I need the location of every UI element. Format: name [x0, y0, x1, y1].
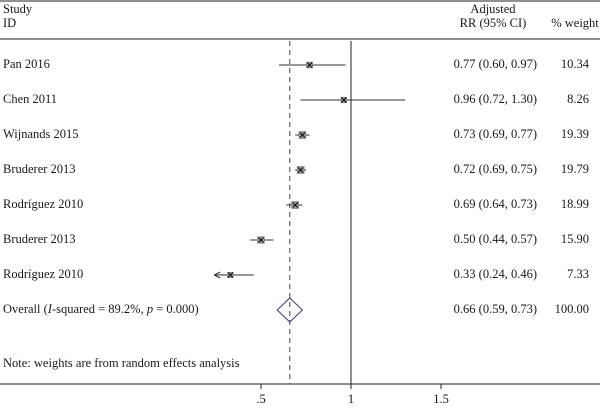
rr-ci-text: 0.33 (0.24, 0.46) [453, 267, 537, 281]
overall-label-part: Overall ( [3, 302, 48, 316]
overall-label-part: -squared = 89.2%, [51, 302, 147, 316]
weight-value: 15.90 [560, 232, 589, 246]
point-estimate [340, 97, 347, 103]
ci-arrow-left [213, 271, 221, 279]
weight-value: 10.34 [560, 57, 589, 71]
rr-ci-text: 0.77 (0.60, 0.97) [453, 57, 537, 71]
rr-ci-text: 0.73 (0.69, 0.77) [453, 127, 537, 141]
rr-header-line2: RR (95% CI) [459, 16, 527, 30]
study-header-line2: ID [3, 16, 17, 30]
x-tick-label: 1 [347, 392, 355, 406]
weight-value: 7.33 [567, 267, 589, 281]
overall-label-part: p [146, 302, 154, 316]
weight-value: 19.79 [560, 162, 589, 176]
weight-value: 19.39 [560, 127, 589, 141]
rr-ci-text: 0.50 (0.44, 0.57) [453, 232, 537, 246]
overall-label-part: I [47, 302, 52, 316]
rr-header-line1: Adjusted [470, 2, 516, 16]
x-tick-label: .5 [256, 392, 266, 406]
point-estimate [258, 237, 264, 243]
x-tick-label: 1.5 [433, 392, 449, 406]
point-estimate [306, 62, 313, 68]
study-label: Bruderer 2013 [3, 232, 76, 246]
weight-header: % weight [551, 16, 599, 30]
overall-diamond [276, 297, 304, 323]
study-label: Bruderer 2013 [3, 162, 76, 176]
study-label: Pan 2016 [3, 57, 50, 71]
footnote-text: Note: weights are from random effects an… [3, 356, 240, 370]
overall-label: Overall (I-squared = 89.2%, p = 0.000) [3, 302, 199, 317]
study-label: Wijnands 2015 [3, 127, 79, 141]
rr-ci-text: 0.69 (0.64, 0.73) [453, 197, 537, 211]
weight-value: 8.26 [567, 92, 589, 106]
point-estimate [292, 202, 299, 208]
study-label: Rodríguez 2010 [3, 267, 84, 281]
study-label: Chen 2011 [3, 92, 58, 106]
weight-value: 18.99 [560, 197, 589, 211]
overall-rr-ci-text: 0.66 (0.59, 0.73) [453, 302, 537, 316]
point-estimate [227, 272, 234, 278]
overall-weight: 100.00 [554, 302, 589, 316]
rr-ci-text: 0.72 (0.69, 0.75) [453, 162, 537, 176]
overall-label-part: = 0.000) [153, 302, 199, 316]
rr-ci-text: 0.96 (0.72, 1.30) [453, 92, 537, 106]
study-label: Rodríguez 2010 [3, 197, 84, 211]
study-header-line1: Study [3, 2, 33, 16]
point-estimate [299, 132, 306, 138]
point-estimate [297, 167, 304, 173]
